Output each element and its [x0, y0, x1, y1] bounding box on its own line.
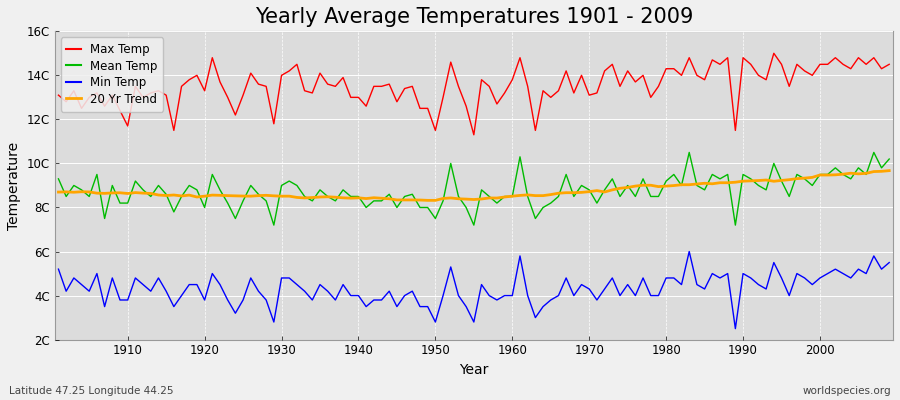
Text: worldspecies.org: worldspecies.org	[803, 386, 891, 396]
Legend: Max Temp, Mean Temp, Min Temp, 20 Yr Trend: Max Temp, Mean Temp, Min Temp, 20 Yr Tre…	[60, 37, 163, 112]
Text: Latitude 47.25 Longitude 44.25: Latitude 47.25 Longitude 44.25	[9, 386, 174, 396]
Y-axis label: Temperature: Temperature	[7, 141, 21, 230]
Title: Yearly Average Temperatures 1901 - 2009: Yearly Average Temperatures 1901 - 2009	[255, 7, 693, 27]
X-axis label: Year: Year	[459, 363, 489, 377]
